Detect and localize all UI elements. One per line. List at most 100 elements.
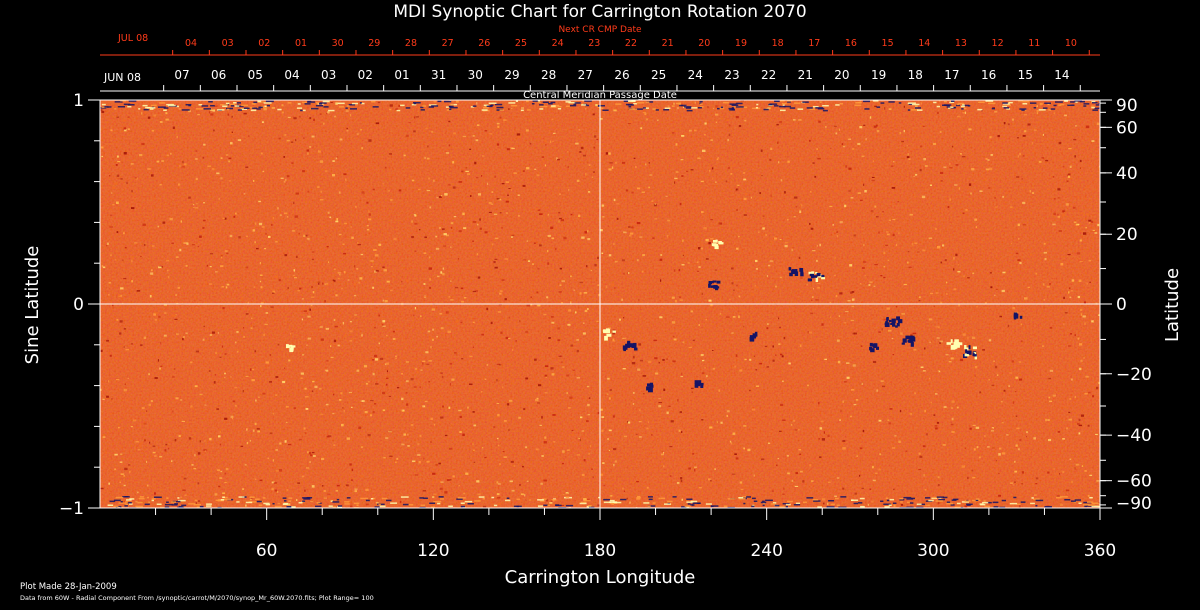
- active-region-blob: [873, 343, 878, 348]
- active-region-blob: [625, 343, 631, 348]
- x-tick-label: 120: [417, 541, 449, 561]
- active-region-blob: [809, 273, 814, 277]
- active-regions: [286, 239, 1023, 393]
- active-region-blob: [794, 271, 799, 276]
- plot-made-note: Plot Made 28-Jan-2009: [20, 582, 117, 592]
- active-region-blob: [901, 342, 905, 345]
- x-tick-label: 180: [584, 541, 616, 561]
- next-cr-label: Next CR CMP Date: [558, 25, 642, 35]
- next-cr-date-label: 26: [478, 38, 490, 49]
- active-region-blob: [800, 270, 804, 273]
- cmp-date-label: 20: [834, 68, 849, 82]
- active-region-blob: [698, 380, 702, 384]
- active-region-blob: [750, 336, 755, 341]
- active-region-blob: [631, 345, 635, 348]
- next-cr-date-label: 13: [955, 38, 967, 49]
- active-region-blob: [606, 333, 612, 337]
- cmp-date-label: 07: [174, 68, 189, 82]
- active-region-blob: [716, 245, 719, 250]
- next-cr-date-label: 21: [662, 38, 674, 49]
- next-cr-date-label: 23: [588, 38, 600, 49]
- active-region-blob: [754, 331, 758, 337]
- active-region-blob: [715, 286, 719, 291]
- next-cr-date-label: 16: [845, 38, 857, 49]
- active-region-blob: [290, 346, 294, 350]
- active-region-blob: [622, 345, 628, 350]
- active-region-blob: [627, 340, 631, 346]
- cmp-date-label: 01: [394, 68, 409, 82]
- cmp-date-label: 27: [578, 68, 593, 82]
- cmp-date-label: 15: [1018, 68, 1033, 82]
- x-axis-title: Carrington Longitude: [505, 567, 696, 588]
- active-region-blob: [708, 283, 711, 288]
- next-cr-month-label: JUL 08: [117, 33, 148, 44]
- active-region-blob: [789, 272, 793, 277]
- next-cr-date-label: 12: [992, 38, 1004, 49]
- cmp-date-label: 02: [358, 68, 373, 82]
- active-region-blob: [694, 383, 699, 388]
- active-region-blob: [953, 341, 958, 346]
- active-region-blob: [715, 239, 718, 242]
- field-texture: [100, 100, 1100, 508]
- y-left-tick-label: 1: [73, 91, 84, 111]
- active-region-blob: [964, 345, 967, 350]
- active-region-blob: [752, 333, 757, 338]
- next-cr-date-label: 11: [1028, 38, 1040, 49]
- active-region-blob: [950, 339, 953, 344]
- next-cr-date-label: 30: [332, 38, 344, 49]
- cmp-date-label: 25: [651, 68, 666, 82]
- active-region-blob: [954, 344, 957, 350]
- y-axis-left-title: Sine Latitude: [22, 246, 43, 365]
- x-tick-label: 360: [1084, 541, 1116, 561]
- y-left-tick-label: −1: [59, 499, 84, 519]
- active-region-blob: [956, 343, 960, 348]
- active-region-blob: [896, 323, 900, 327]
- active-region-blob: [905, 335, 910, 339]
- next-cr-date-label: 01: [295, 38, 307, 49]
- next-cr-date-label: 29: [368, 38, 380, 49]
- cmp-date-label: 23: [724, 68, 739, 82]
- cmp-date-label: 21: [798, 68, 813, 82]
- active-region-blob: [1014, 313, 1018, 317]
- active-region-blob: [788, 267, 792, 271]
- active-region-blob: [954, 339, 959, 345]
- y-right-tick-label: 60: [1116, 118, 1138, 138]
- magnetogram-map: [100, 100, 1100, 508]
- y-right-tick-label: −20: [1116, 365, 1152, 385]
- next-cr-date-label: 14: [918, 38, 930, 49]
- active-region-blob: [897, 319, 903, 324]
- active-region-blob: [634, 347, 638, 351]
- next-cr-date-label: 22: [625, 38, 637, 49]
- next-cr-date-label: 15: [882, 38, 894, 49]
- chart-title: MDI Synoptic Chart for Carrington Rotati…: [393, 2, 806, 22]
- active-region-blob: [902, 338, 907, 343]
- next-cr-date-label: 20: [698, 38, 710, 49]
- cmp-date-label: 17: [944, 68, 959, 82]
- active-region-blob: [799, 268, 803, 272]
- active-region-blob: [895, 325, 898, 328]
- active-region-blob: [694, 380, 699, 384]
- y-left-tick-label: 0: [73, 295, 84, 315]
- y-axis-right-title: Latitude: [1162, 268, 1183, 342]
- active-region-blob: [795, 269, 798, 272]
- active-region-blob: [712, 280, 717, 283]
- cmp-date-label: 26: [614, 68, 629, 82]
- y-right-tick-label: 20: [1116, 225, 1138, 245]
- cmp-date-label: 29: [504, 68, 519, 82]
- y-right-tick-label: −90: [1116, 494, 1152, 514]
- active-region-blob: [630, 343, 635, 348]
- next-cr-date-label: 02: [258, 38, 270, 49]
- y-axis-left: −1 0 1: [59, 91, 100, 519]
- next-cr-date-label: 04: [185, 38, 197, 49]
- active-region-blob: [716, 280, 721, 284]
- active-region-blob: [821, 274, 825, 278]
- active-region-blob: [966, 350, 972, 355]
- cmp-date-label: 19: [871, 68, 886, 82]
- x-tick-label: 300: [917, 541, 949, 561]
- cmp-date-label: 16: [981, 68, 996, 82]
- active-region-blob: [816, 273, 821, 277]
- active-region-blob: [649, 382, 653, 387]
- active-region-blob: [891, 318, 896, 324]
- y-right-tick-label: 40: [1116, 164, 1138, 184]
- active-region-blob: [886, 317, 889, 321]
